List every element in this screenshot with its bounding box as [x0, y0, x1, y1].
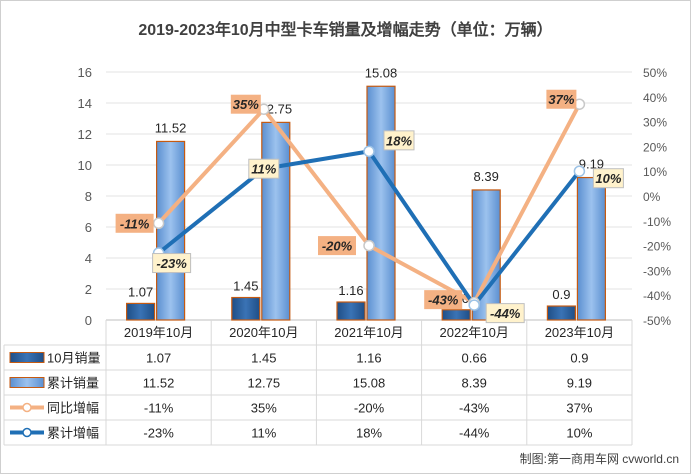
cumulative-sales-data-label: 8.39: [474, 169, 499, 184]
table-value-cell: 15.08: [353, 376, 386, 391]
monthly-sales-data-label: 1.07: [128, 284, 153, 299]
chart-source-credit: 制图:第一商用车网 cvworld.cn: [519, 452, 679, 466]
cumulative-growth-label-box: [592, 168, 624, 189]
table-value-cell: 18%: [356, 426, 382, 441]
yoy-growth-data-label: 35%: [233, 97, 259, 112]
y-tick-label-left: 12: [78, 127, 92, 142]
yoy-growth-label-box: [546, 89, 577, 109]
legend-series-name: 同比增幅: [47, 401, 99, 416]
y-tick-label-left: 16: [78, 65, 92, 80]
monthly-sales-data-label: 0.9: [552, 287, 570, 302]
table-value-cell: 1.16: [356, 351, 381, 366]
cumulative-sales-bar: [366, 85, 396, 321]
cumulative-growth-data-label: -44%: [490, 306, 521, 321]
y-tick-label-right: 30%: [643, 116, 667, 130]
x-category-label: 2023年10月: [545, 325, 614, 340]
cumulative-growth-label-box: [485, 303, 525, 324]
y-tick-label-right: 0%: [643, 190, 661, 204]
table-value-cell: 11%: [251, 426, 276, 441]
monthly-sales-bar: [125, 302, 156, 321]
legend-series-name: 累计增幅: [47, 426, 99, 441]
y-tick-label-left: 0: [85, 313, 92, 328]
table-value-cell: 9.19: [567, 376, 592, 391]
table-value-cell: 0.9: [570, 351, 588, 366]
x-category-label: 2022年10月: [440, 325, 509, 340]
yoy-growth-label-box: [230, 94, 261, 114]
legend-line-marker: [22, 402, 32, 413]
yoy-growth-data-label: -11%: [120, 216, 150, 231]
y-tick-label-right: -10%: [643, 215, 671, 229]
table-value-cell: -43%: [459, 401, 490, 416]
cumulative-sales-bar: [156, 140, 186, 321]
table-value-cell: 37%: [566, 401, 592, 416]
table-value-cell: -23%: [143, 426, 174, 441]
y-tick-label-left: 14: [78, 96, 92, 111]
cumulative-sales-data-label: 9.19: [579, 157, 604, 172]
cumulative-growth-point: [363, 145, 375, 158]
x-category-label: 2021年10月: [334, 325, 403, 340]
table-value-cell: 10%: [566, 426, 592, 441]
monthly-sales-bar: [231, 296, 261, 321]
legend-series-name: 累计销量: [47, 376, 99, 391]
y-tick-label-left: 2: [85, 282, 92, 297]
x-category-label: 2019年10月: [124, 325, 193, 340]
monthly-sales-data-label: 1.45: [233, 279, 258, 294]
cumulative-growth-data-label: 11%: [251, 162, 276, 177]
chart-title: 2019-2023年10月中型卡车销量及增幅走势（单位：万辆）: [138, 22, 553, 39]
table-value-cell: 1.45: [251, 351, 276, 366]
yoy-growth-label-box: [318, 236, 356, 256]
cumulative-sales-bar: [576, 176, 607, 321]
legend-series-name: 10月销量: [47, 351, 100, 366]
table-value-cell: -20%: [354, 401, 385, 416]
y-tick-label-left: 10: [78, 158, 92, 173]
cumulative-growth-label-box: [152, 253, 192, 274]
table-value-cell: -11%: [144, 401, 174, 416]
y-tick-label-right: -50%: [643, 314, 671, 328]
y-tick-label-right: -40%: [643, 289, 671, 303]
table-value-cell: 12.75: [248, 376, 281, 391]
cumulative-growth-label-box: [383, 130, 415, 151]
table-value-cell: 11.52: [143, 376, 175, 391]
cumulative-sales-data-label: 15.08: [365, 65, 398, 80]
cumulative-growth-label-box: [248, 158, 280, 179]
y-tick-label-right: 10%: [643, 165, 667, 179]
cumulative-growth-data-label: 10%: [595, 171, 621, 186]
yoy-growth-label-box: [424, 290, 463, 310]
monthly-sales-data-label: 1.16: [338, 283, 363, 298]
y-tick-label-right: 20%: [643, 140, 667, 154]
yoy-growth-data-label: 37%: [548, 92, 574, 107]
y-tick-label-left: 6: [85, 220, 92, 235]
yoy-growth-point: [363, 239, 375, 252]
monthly-sales-bar: [441, 309, 471, 321]
y-tick-label-right: -30%: [643, 264, 671, 278]
y-tick-label-right: 50%: [643, 66, 667, 80]
table-value-cell: -44%: [459, 426, 490, 441]
cumulative-sales-bar: [261, 121, 291, 321]
table-value-cell: 0.66: [462, 351, 487, 366]
yoy-growth-data-label: -43%: [428, 293, 459, 308]
legend-line-marker: [22, 427, 32, 438]
y-tick-label-left: 8: [85, 189, 92, 204]
cumulative-sales-data-label: 11.52: [155, 120, 187, 135]
y-tick-label-left: 4: [85, 251, 92, 266]
monthly-sales-bar: [336, 301, 366, 321]
cumulative-growth-point: [468, 299, 480, 311]
table-value-cell: 8.39: [462, 376, 487, 391]
table-value-cell: 1.07: [146, 351, 171, 366]
cumulative-growth-data-label: 18%: [386, 133, 412, 148]
cumulative-growth-data-label: -23%: [156, 256, 187, 271]
yoy-growth-point: [152, 217, 165, 230]
x-category-label: 2020年10月: [229, 325, 298, 340]
cumulative-growth-point: [573, 165, 586, 177]
y-tick-label-right: 40%: [643, 91, 667, 105]
table-value-cell: 35%: [251, 401, 277, 416]
y-tick-label-right: -20%: [643, 240, 671, 254]
monthly-sales-bar: [546, 305, 577, 321]
yoy-growth-data-label: -20%: [322, 239, 353, 254]
legend-bar-swatch: [9, 352, 45, 363]
legend-bar-swatch: [9, 377, 45, 388]
yoy-growth-label-box: [115, 213, 154, 233]
